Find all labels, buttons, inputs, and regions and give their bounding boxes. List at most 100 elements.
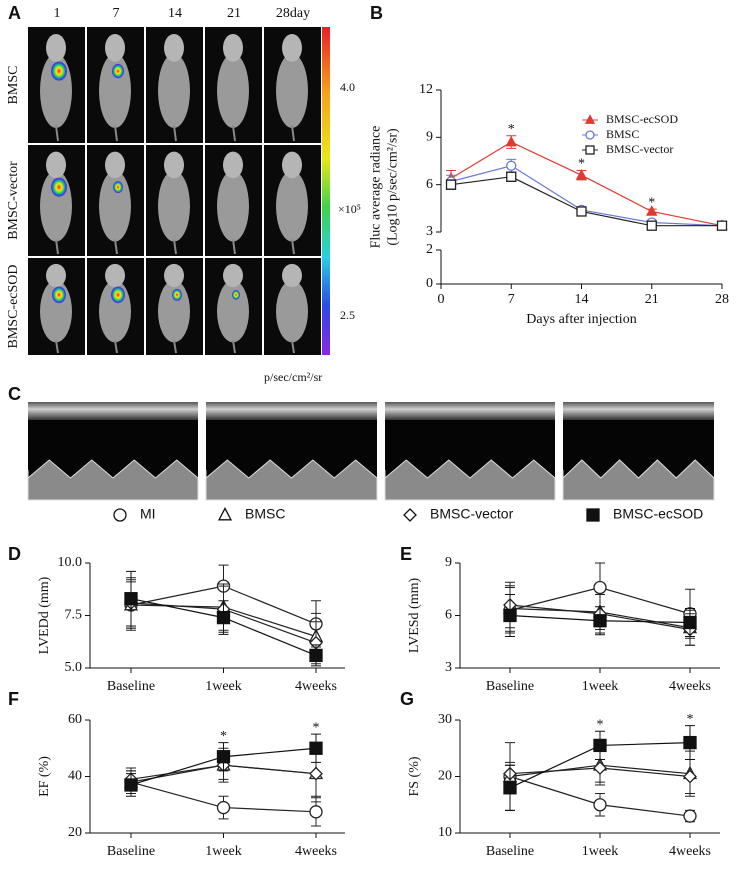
data-point: [593, 738, 607, 753]
y-tick-label: 12: [419, 82, 433, 97]
mouse-tail: [55, 125, 59, 142]
mouse-head: [46, 33, 66, 62]
y-tick-label: 3: [426, 224, 433, 239]
y-tick-label: 9: [426, 130, 433, 145]
data-point: [506, 171, 517, 182]
annotation: *: [313, 720, 320, 735]
mouse-head: [223, 151, 243, 179]
signal-spot: [51, 61, 67, 81]
mouse-tail: [232, 125, 236, 142]
y-tick-label: 60: [68, 712, 82, 727]
data-point: [216, 750, 231, 764]
series-line: [450, 176, 722, 227]
echo-top: [563, 402, 714, 420]
mouse-tail: [114, 125, 118, 142]
x-tick-label: 21: [645, 292, 659, 307]
mouse-body: [158, 53, 190, 128]
data-point: [646, 220, 657, 231]
colorbar-unit: p/sec/cm²/sr: [264, 370, 322, 384]
data-point: [683, 615, 697, 630]
data-point: [124, 778, 138, 792]
x-tick-label: 1week: [582, 844, 619, 859]
mouse-body: [276, 170, 308, 242]
x-tick-label: 0: [438, 292, 445, 307]
data-point: [593, 798, 607, 812]
mouse-head: [282, 263, 302, 288]
x-tick-label: 4weeks: [295, 679, 337, 694]
data-point: [576, 206, 587, 217]
legend-label: BMSC-ecSOD: [606, 112, 678, 126]
mouse-head: [164, 33, 184, 62]
mouse-head: [223, 33, 243, 62]
mouse-tail: [173, 239, 177, 255]
mouse-tail: [232, 340, 236, 354]
y-tick-label: 10.0: [58, 555, 83, 570]
y-axis-label: LVESd (mm): [407, 578, 422, 654]
panel-label: C: [8, 384, 21, 404]
data-point: [683, 809, 697, 823]
row-label: BMSC: [6, 66, 21, 105]
column-label: 28day: [276, 6, 310, 21]
mouse-body: [276, 53, 308, 128]
panel-label: B: [370, 3, 383, 23]
data-point: [716, 220, 728, 231]
annotation: *: [648, 195, 655, 210]
legend-label: BMSC: [606, 127, 639, 141]
x-tick-label: Baseline: [107, 844, 155, 859]
mouse-tail: [291, 239, 295, 255]
legend-label: BMSC-ecSOD: [613, 506, 703, 522]
y-tick-label: 2: [426, 242, 433, 257]
y-tick-label: 20: [438, 769, 452, 784]
y-tick-label: 0: [426, 276, 433, 291]
mouse-body: [276, 280, 308, 343]
mouse-tail: [114, 239, 118, 255]
colorbar-label: 4.0: [340, 80, 355, 94]
y-axis-label: EF (%): [37, 756, 52, 797]
column-label: 7: [113, 6, 120, 21]
mouse-tail: [232, 239, 236, 255]
mouse-head: [105, 33, 125, 62]
y-tick-label: 40: [68, 769, 82, 784]
signal-spot: [113, 181, 123, 194]
colorbar-label: 2.5: [340, 308, 355, 322]
series-line: [450, 165, 723, 227]
mouse-tail: [291, 340, 295, 354]
y-tick-label: 20: [68, 825, 82, 840]
data-point: [503, 781, 517, 795]
legend-marker: [585, 130, 595, 140]
x-tick-label: 1week: [205, 844, 242, 859]
mouse-head: [46, 263, 66, 288]
legend-marker: [113, 508, 127, 522]
annotation: *: [687, 712, 694, 727]
row-label: BMSC-vector: [6, 161, 21, 240]
data-point: [506, 160, 517, 171]
data-point: [593, 614, 607, 628]
mouse-body: [99, 170, 131, 242]
data-point: [683, 735, 697, 750]
y-axis-label: FS (%): [407, 756, 422, 796]
x-tick-label: 4weeks: [669, 679, 711, 694]
mouse-head: [105, 151, 125, 179]
data-point: [683, 769, 697, 784]
legend-marker: [586, 508, 600, 522]
y-tick-label: 5.0: [65, 660, 83, 675]
data-point: [124, 592, 138, 606]
panel-label: D: [8, 544, 21, 564]
data-point: [575, 168, 588, 180]
color-bar: [322, 27, 330, 355]
mouse-head: [223, 263, 243, 288]
mouse-tail: [55, 239, 59, 255]
data-point: [593, 580, 607, 595]
legend-label: BMSC: [245, 506, 285, 522]
mouse-tail: [114, 340, 118, 354]
panel-label: A: [8, 3, 21, 23]
legend-label: BMSC-vector: [606, 142, 673, 156]
x-axis-label: Days after injection: [526, 312, 636, 327]
legend-label: MI: [140, 506, 156, 522]
annotation: *: [597, 718, 604, 733]
y-tick-label: 6: [445, 608, 452, 623]
y-axis-label: (Log10 p/sec/cm²/sr): [386, 128, 401, 246]
signal-spot: [52, 286, 66, 304]
data-point: [216, 610, 231, 625]
